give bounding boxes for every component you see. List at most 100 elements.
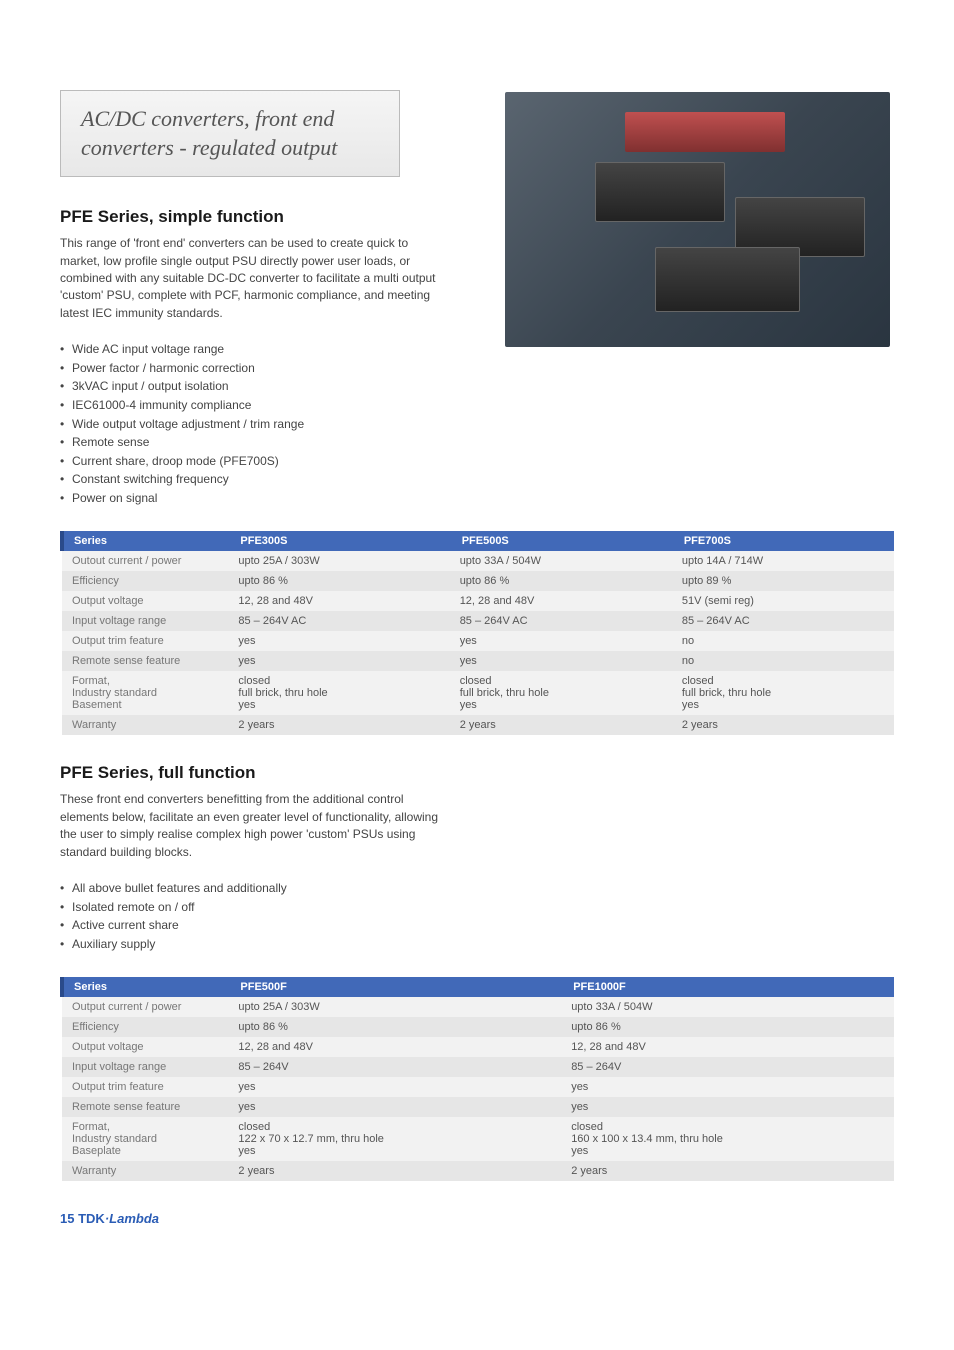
table-cell: closed 160 x 100 x 13.4 mm, thru hole ye…: [561, 1117, 894, 1161]
table-cell: 85 – 264V: [561, 1057, 894, 1077]
section2-heading: PFE Series, full function: [60, 763, 894, 783]
table-cell: 85 – 264V AC: [228, 611, 449, 631]
table-cell: Outout current / power: [62, 551, 228, 571]
table-cell: Output trim feature: [62, 1077, 228, 1097]
table-row: Outout current / powerupto 25A / 303Wupt…: [62, 551, 894, 571]
table-row: Warranty2 years2 years: [62, 1161, 894, 1181]
feature-item: Power factor / harmonic correction: [60, 359, 894, 378]
table-cell: 2 years: [450, 715, 672, 735]
table-cell: Output trim feature: [62, 631, 228, 651]
table-row: Input voltage range85 – 264V AC85 – 264V…: [62, 611, 894, 631]
table-row: Output trim featureyesyes: [62, 1077, 894, 1097]
page-title-box: AC/DC converters, front end converters -…: [60, 90, 400, 177]
section1-features: Wide AC input voltage rangePower factor …: [60, 340, 894, 507]
table-row: Format, Industry standard Basementclosed…: [62, 671, 894, 715]
table-cell: Remote sense feature: [62, 651, 228, 671]
table-cell: no: [672, 651, 894, 671]
table-cell: yes: [561, 1077, 894, 1097]
table-cell: 85 – 264V AC: [672, 611, 894, 631]
table-cell: closed full brick, thru hole yes: [672, 671, 894, 715]
brand-logo: TDK·Lambda: [78, 1211, 159, 1226]
table-cell: Warranty: [62, 715, 228, 735]
table-cell: 12, 28 and 48V: [228, 1037, 561, 1057]
table-header: PFE700S: [672, 531, 894, 551]
table-cell: Input voltage range: [62, 1057, 228, 1077]
table-cell: closed full brick, thru hole yes: [228, 671, 449, 715]
table-header: PFE300S: [228, 531, 449, 551]
table-header: PFE500F: [228, 977, 561, 997]
table-row: Format, Industry standard Baseplate close…: [62, 1117, 894, 1161]
table-cell: 2 years: [228, 715, 449, 735]
table-cell: Output current / power: [62, 997, 228, 1017]
table-cell: Format, Industry standard Baseplate: [62, 1117, 228, 1161]
table-row: Efficiencyupto 86 %upto 86 %: [62, 1017, 894, 1037]
table-row: Efficiencyupto 86 %upto 86 %upto 89 %: [62, 571, 894, 591]
table-cell: closed full brick, thru hole yes: [450, 671, 672, 715]
table-cell: yes: [450, 651, 672, 671]
table-cell: 12, 28 and 48V: [450, 591, 672, 611]
table-cell: upto 86 %: [450, 571, 672, 591]
table-cell: 85 – 264V AC: [450, 611, 672, 631]
table-header: Series: [62, 531, 228, 551]
table-cell: 85 – 264V: [228, 1057, 561, 1077]
table-cell: upto 14A / 714W: [672, 551, 894, 571]
table-cell: no: [672, 631, 894, 651]
table-cell: upto 25A / 303W: [228, 551, 449, 571]
table-cell: upto 33A / 504W: [561, 997, 894, 1017]
table-row: Warranty2 years2 years2 years: [62, 715, 894, 735]
table-cell: Format, Industry standard Basement: [62, 671, 228, 715]
table-cell: 2 years: [561, 1161, 894, 1181]
table-cell: Input voltage range: [62, 611, 228, 631]
table-header: Series: [62, 977, 228, 997]
table-cell: yes: [228, 631, 449, 651]
section2-features: All above bullet features and additional…: [60, 879, 894, 953]
feature-item: Active current share: [60, 916, 894, 935]
table-header: PFE1000F: [561, 977, 894, 997]
feature-item: Wide output voltage adjustment / trim ra…: [60, 415, 894, 434]
table-row: Input voltage range85 – 264V85 – 264V: [62, 1057, 894, 1077]
feature-item: Power on signal: [60, 489, 894, 508]
section1-desc: This range of 'front end' converters can…: [60, 235, 450, 322]
table-cell: 12, 28 and 48V: [561, 1037, 894, 1057]
product-photo: [505, 92, 890, 347]
page-number: 15: [60, 1211, 74, 1226]
table-cell: Output voltage: [62, 591, 228, 611]
table-cell: yes: [561, 1097, 894, 1117]
table1: SeriesPFE300SPFE500SPFE700SOutout curren…: [60, 531, 894, 735]
table-cell: upto 89 %: [672, 571, 894, 591]
table-cell: upto 86 %: [228, 1017, 561, 1037]
table-cell: upto 86 %: [561, 1017, 894, 1037]
table-cell: 2 years: [228, 1161, 561, 1181]
table-cell: yes: [228, 1097, 561, 1117]
feature-item: IEC61000-4 immunity compliance: [60, 396, 894, 415]
feature-item: Isolated remote on / off: [60, 898, 894, 917]
table-cell: yes: [450, 631, 672, 651]
page-title: AC/DC converters, front end converters -…: [81, 105, 379, 162]
feature-item: Auxiliary supply: [60, 935, 894, 954]
table-header: PFE500S: [450, 531, 672, 551]
section2-desc: These front end converters benefitting f…: [60, 791, 450, 861]
table-cell: 12, 28 and 48V: [228, 591, 449, 611]
table-cell: upto 25A / 303W: [228, 997, 561, 1017]
table-cell: upto 33A / 504W: [450, 551, 672, 571]
table-cell: Remote sense feature: [62, 1097, 228, 1117]
table-cell: yes: [228, 1077, 561, 1097]
table-row: Output trim featureyesyesno: [62, 631, 894, 651]
table-cell: Efficiency: [62, 1017, 228, 1037]
feature-item: Wide AC input voltage range: [60, 340, 894, 359]
table-row: Output current / powerupto 25A / 303Wupt…: [62, 997, 894, 1017]
table-cell: Warranty: [62, 1161, 228, 1181]
feature-item: 3kVAC input / output isolation: [60, 377, 894, 396]
table-row: Output voltage12, 28 and 48V12, 28 and 4…: [62, 1037, 894, 1057]
page-footer: 15 TDK·Lambda: [60, 1211, 894, 1226]
table-row: Remote sense featureyesyesno: [62, 651, 894, 671]
table-row: Remote sense featureyesyes: [62, 1097, 894, 1117]
table-cell: 51V (semi reg): [672, 591, 894, 611]
feature-item: Constant switching frequency: [60, 470, 894, 489]
table-cell: Output voltage: [62, 1037, 228, 1057]
table-cell: upto 86 %: [228, 571, 449, 591]
feature-item: All above bullet features and additional…: [60, 879, 894, 898]
table-cell: yes: [228, 651, 449, 671]
feature-item: Remote sense: [60, 433, 894, 452]
table-cell: Efficiency: [62, 571, 228, 591]
